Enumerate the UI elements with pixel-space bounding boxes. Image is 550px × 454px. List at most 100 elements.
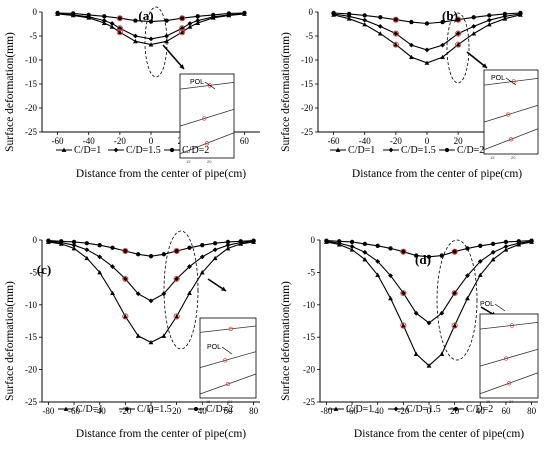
data-point-triangle — [486, 22, 492, 27]
data-point-circle — [393, 17, 399, 22]
data-point-diamond — [101, 18, 107, 24]
data-point-circle — [424, 21, 430, 26]
data-point-triangle — [71, 246, 77, 251]
data-point-circle — [388, 246, 393, 251]
data-point-triangle — [148, 42, 154, 47]
legend-marker-triangle — [61, 147, 67, 152]
data-point-circle — [502, 11, 508, 17]
data-point-circle — [238, 239, 243, 244]
series-line-diamond — [333, 13, 521, 51]
pol-marker — [400, 322, 407, 329]
data-point-diamond — [413, 310, 419, 316]
data-point-triangle — [413, 351, 419, 356]
data-point-diamond — [135, 291, 141, 297]
data-point-circle — [110, 245, 115, 250]
pol-marker — [173, 247, 180, 255]
data-point-triangle — [388, 295, 393, 301]
data-point-triangle — [362, 22, 368, 27]
data-point-circle — [46, 238, 51, 243]
data-point-circle — [487, 13, 492, 18]
data-point-diamond — [455, 31, 461, 36]
pol-marker — [455, 30, 462, 37]
data-point-triangle — [122, 314, 128, 319]
pol-marker — [455, 41, 462, 48]
data-point-diamond — [377, 24, 383, 29]
y-tick-label: -25 — [25, 127, 37, 137]
data-point-circle — [148, 254, 154, 259]
data-point-triangle — [393, 42, 399, 47]
data-point-triangle — [439, 351, 445, 356]
pol-pointer — [505, 77, 517, 86]
data-point-circle — [529, 238, 534, 243]
data-point-circle — [409, 19, 414, 25]
data-point-circle — [148, 19, 154, 24]
panel-c: 0 -5 -10 -15 -20 -25 -80 -60 -40 -20 0 20 40 60 80 Surf… — [4, 230, 260, 440]
y-tick-label: -25 — [301, 127, 313, 137]
inset-tick-label: 15 — [206, 399, 211, 404]
data-point-circle — [174, 248, 179, 254]
legend-marker-circle — [193, 406, 199, 412]
pol-marker — [122, 275, 129, 282]
inset-tick-label: 15 — [486, 399, 491, 404]
legend-label: C/D=2 — [182, 145, 209, 156]
panel-label: (c) — [37, 262, 51, 277]
y-tick-label: -20 — [25, 365, 37, 375]
data-point-triangle — [109, 24, 115, 29]
data-point-circle — [97, 243, 102, 248]
x-tick-label: -40 — [372, 406, 384, 416]
y-tick-label: -20 — [301, 103, 313, 113]
y-tick-label: -25 — [303, 397, 315, 407]
data-point-diamond — [393, 31, 399, 36]
inset-tick-label: 20 — [228, 399, 233, 404]
panel-a: 0-5-10-15-20-25-60-40-200204060Surface d… — [4, 6, 260, 180]
x-tick-label: -60 — [328, 136, 340, 146]
panel-label: (b) — [442, 8, 458, 23]
data-point-triangle — [199, 270, 205, 275]
data-point-circle — [200, 243, 205, 248]
data-point-circle — [211, 12, 216, 18]
inset-tick-label: 20 — [511, 155, 516, 160]
panel-d: 0 -5 -10 -15 -20 -25 -80 -60 -40 -20 0 20 40 60 80 Surf… — [280, 235, 539, 440]
data-point-circle — [212, 241, 218, 246]
data-point-diamond — [424, 47, 430, 53]
inset-curve — [179, 108, 235, 127]
pol-marker — [400, 248, 407, 255]
data-point-circle — [225, 239, 231, 245]
x-tick-label: 20 — [450, 406, 460, 416]
data-point-circle — [123, 248, 128, 254]
pol-label: POL — [190, 79, 204, 86]
legend-marker-triangle — [63, 406, 69, 411]
data-point-triangle — [465, 295, 470, 301]
legend-label: C/D=1.5 — [137, 404, 172, 415]
inset-tick-label: 20 — [509, 399, 514, 404]
pol-pointer — [204, 81, 216, 90]
data-point-circle — [349, 239, 355, 245]
inset-curve — [199, 325, 257, 333]
data-point-triangle — [362, 257, 368, 262]
data-point-triangle — [375, 272, 381, 277]
data-point-diamond — [187, 21, 193, 26]
x-tick-label: -60 — [346, 406, 358, 416]
legend-label: C/D=1.5 — [406, 404, 441, 415]
legend-marker-diamond — [124, 406, 130, 412]
data-point-diamond — [426, 320, 432, 326]
y-tick-label: -10 — [25, 55, 37, 65]
data-point-diamond — [388, 273, 393, 279]
data-point-triangle — [117, 29, 123, 35]
inset-pol-marker — [228, 326, 233, 332]
zoom-ellipse — [163, 230, 199, 350]
zoom-arrow-head — [179, 64, 184, 69]
data-point-circle — [452, 249, 457, 254]
data-point-triangle — [452, 323, 458, 328]
data-point-triangle — [400, 323, 406, 328]
x-tick-label: -60 — [68, 406, 80, 416]
panel-label: (a) — [138, 8, 153, 23]
data-point-diamond — [225, 242, 231, 248]
y-tick-label: -5 — [308, 267, 316, 277]
panel-b: 0-5-10-15-20-25-60-40-200204060Surface d… — [280, 7, 539, 180]
data-point-diamond — [133, 33, 138, 39]
data-point-diamond — [362, 249, 368, 255]
zoom-arrow-head — [482, 63, 487, 68]
inset-pol-marker — [506, 112, 511, 117]
